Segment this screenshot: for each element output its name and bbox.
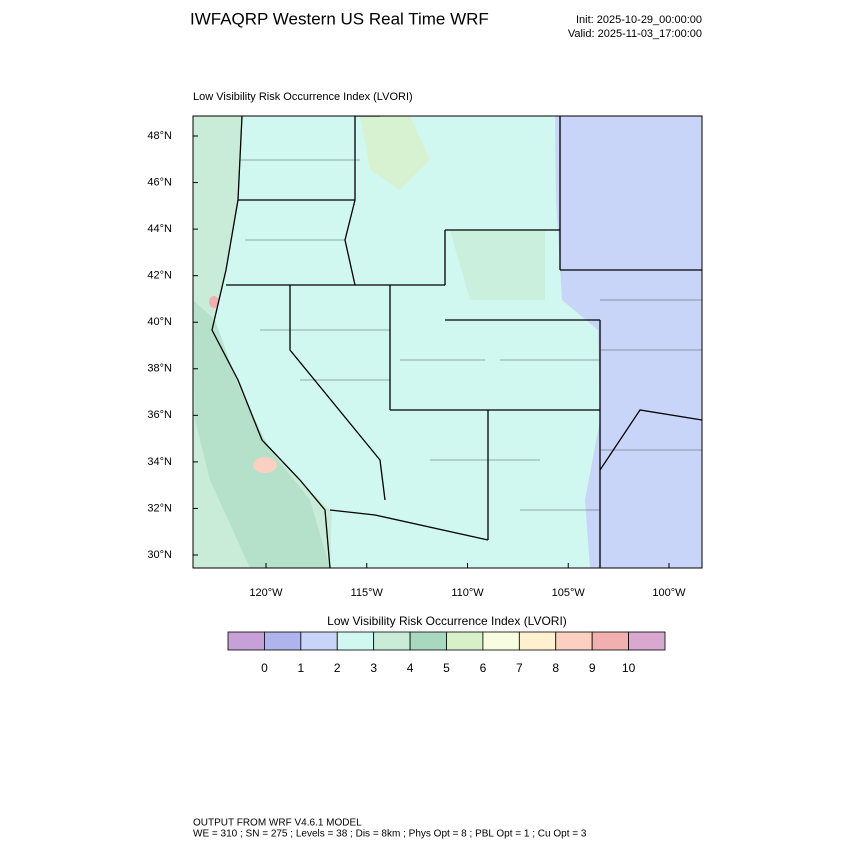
coastline [211, 116, 331, 568]
colorbar-box [227, 631, 265, 651]
lat-tick-label: 44°N [147, 223, 172, 235]
state-borders [226, 116, 702, 568]
colorbar-box [482, 631, 520, 651]
green-region [450, 230, 545, 300]
colorbar-label: 7 [516, 661, 523, 675]
colorbar-box [591, 631, 629, 651]
footer-line: WE = 310 ; SN = 275 ; Levels = 38 ; Dis … [193, 829, 587, 840]
green-region [360, 116, 430, 190]
colorbar-label: 8 [552, 661, 559, 675]
colorbar-title: Low Visibility Risk Occurrence Index (LV… [327, 614, 567, 628]
lon-tick-label: 100°W [652, 587, 686, 599]
blue-region [555, 116, 702, 568]
lat-tick-label: 40°N [147, 316, 172, 328]
colorbar-box [264, 631, 302, 651]
high-risk-spot [209, 296, 219, 308]
colorbar-box [373, 631, 411, 651]
colorbar-box [446, 631, 484, 651]
init-time: Init: 2025-10-29_00:00:00 [576, 14, 702, 26]
lat-tick-label: 32°N [147, 502, 172, 514]
map-subtitle: Low Visibility Risk Occurrence Index (LV… [193, 91, 413, 103]
colorbar-box [628, 631, 666, 651]
title: IWFAQRP Western US Real Time WRF [190, 9, 489, 28]
colorbar: 0 1 2 3 4 5 6 7 8 9 10 [227, 631, 666, 675]
coastal-band [193, 300, 330, 568]
colorbar-label: 2 [334, 661, 341, 675]
colorbar-label: 10 [622, 661, 636, 675]
lat-tick-label: 46°N [147, 176, 172, 188]
colorbar-label: 9 [589, 661, 596, 675]
county-lines [240, 159, 702, 511]
lat-tick-label: 48°N [147, 130, 172, 142]
lon-tick-label: 115°W [351, 587, 384, 599]
colorbar-label: 3 [370, 661, 377, 675]
colorbar-label: 6 [480, 661, 487, 675]
valid-time: Valid: 2025-11-03_17:00:00 [568, 28, 702, 40]
colorbar-label: 1 [297, 661, 304, 675]
lat-tick-label: 42°N [147, 270, 172, 282]
lon-tick-label: 120°W [249, 587, 283, 599]
lat-tick-label: 36°N [147, 409, 172, 421]
colorbar-box [336, 631, 375, 651]
lat-tick-label: 34°N [147, 456, 172, 468]
high-risk-spot [253, 457, 277, 473]
lat-tick-label: 38°N [147, 363, 172, 375]
colorbar-label: 0 [261, 661, 268, 675]
colorbar-box [518, 631, 557, 651]
colorbar-box [409, 631, 447, 651]
colorbar-box [300, 631, 338, 651]
lon-tick-label: 105°W [552, 587, 586, 599]
map-frame [192, 115, 703, 569]
colorbar-label: 4 [407, 661, 414, 675]
colorbar-label: 5 [443, 661, 450, 675]
lon-tick-label: 110°W [451, 587, 484, 599]
footer-line: OUTPUT FROM WRF V4.6.1 MODEL [193, 818, 362, 829]
lat-tick-label: 30°N [147, 549, 172, 561]
map [192, 115, 703, 569]
colorbar-box [555, 631, 593, 651]
